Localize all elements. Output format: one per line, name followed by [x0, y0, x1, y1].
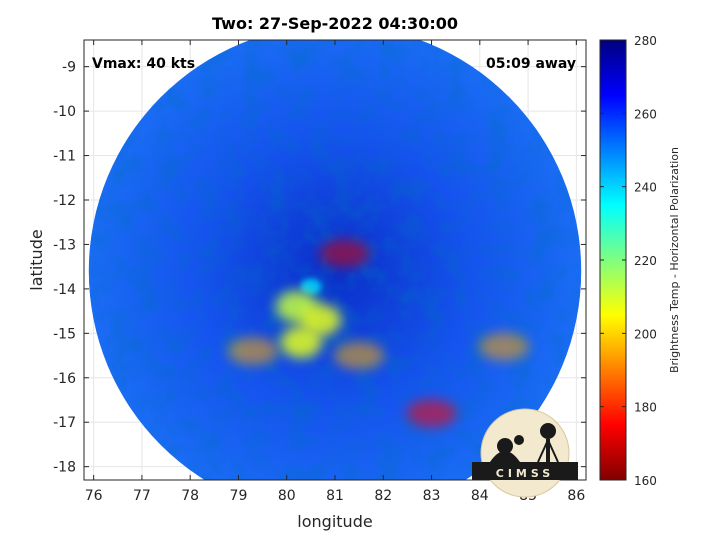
x-tick-label: 86: [567, 488, 585, 504]
bt-feature: [227, 337, 279, 366]
y-ticks: -9 -10 -11 -12 -13 -14 -15 -16 -17 -18: [53, 60, 586, 476]
y-tick-label: -14: [53, 282, 76, 298]
colorbar-tick-label: 220: [634, 254, 657, 268]
bt-feature: [319, 239, 370, 268]
x-axis-label: longitude: [297, 512, 372, 531]
colorbar-tick-label: 280: [634, 34, 657, 48]
y-tick-label: -13: [53, 237, 76, 253]
cimss-logo-text: CIMSS: [496, 467, 554, 480]
vmax-annotation: Vmax: 40 kts: [92, 56, 195, 72]
x-tick-label: 77: [133, 488, 151, 504]
colorbar-ticks: 160 180 200 220 240 260 280: [600, 34, 657, 488]
colorbar-tick-label: 240: [634, 181, 657, 195]
y-tick-label: -11: [53, 149, 76, 165]
chart-title: Two: 27-Sep-2022 04:30:00: [212, 14, 458, 33]
y-tick-label: -17: [53, 415, 76, 431]
colorbar-gradient: [599, 39, 627, 481]
x-tick-label: 79: [230, 488, 248, 504]
y-tick-label: -9: [62, 60, 76, 76]
y-tick-label: -18: [53, 460, 76, 476]
bt-feature: [300, 278, 322, 295]
bt-feature: [478, 332, 530, 361]
x-tick-label: 81: [326, 488, 344, 504]
bt-feature: [280, 326, 323, 359]
colorbar: 160 180 200 220 240 260 280 Brightness Temp - …: [599, 34, 681, 488]
colorbar-tick-label: 200: [634, 327, 657, 341]
y-tick-label: -15: [53, 326, 76, 342]
colorbar-tick-label: 160: [634, 474, 657, 488]
colorbar-label: Brightness Temp - Horizontal Polarizatio…: [668, 147, 681, 373]
plot-area: 7677787980818283848586 -9-10-11-12-13-14…: [27, 39, 587, 531]
y-tick-label: -10: [53, 104, 76, 120]
x-tick-label: 83: [423, 488, 441, 504]
swath: [88, 40, 582, 480]
colorbar-tick-label: 180: [634, 401, 657, 415]
x-tick-label: 80: [278, 488, 296, 504]
bt-feature: [406, 399, 457, 428]
x-tick-label: 78: [181, 488, 199, 504]
x-tick-label: 82: [374, 488, 392, 504]
colorbar-tick-label: 260: [634, 107, 657, 121]
x-tick-label: 84: [471, 488, 489, 504]
y-tick-label: -16: [53, 371, 76, 387]
y-tick-label: -12: [53, 193, 76, 209]
cimss-logo: CIMSS: [472, 408, 578, 498]
bt-feature: [333, 341, 385, 370]
x-tick-label: 76: [85, 488, 103, 504]
y-axis-label: latitude: [27, 229, 46, 290]
away-annotation: 05:09 away: [486, 56, 576, 72]
